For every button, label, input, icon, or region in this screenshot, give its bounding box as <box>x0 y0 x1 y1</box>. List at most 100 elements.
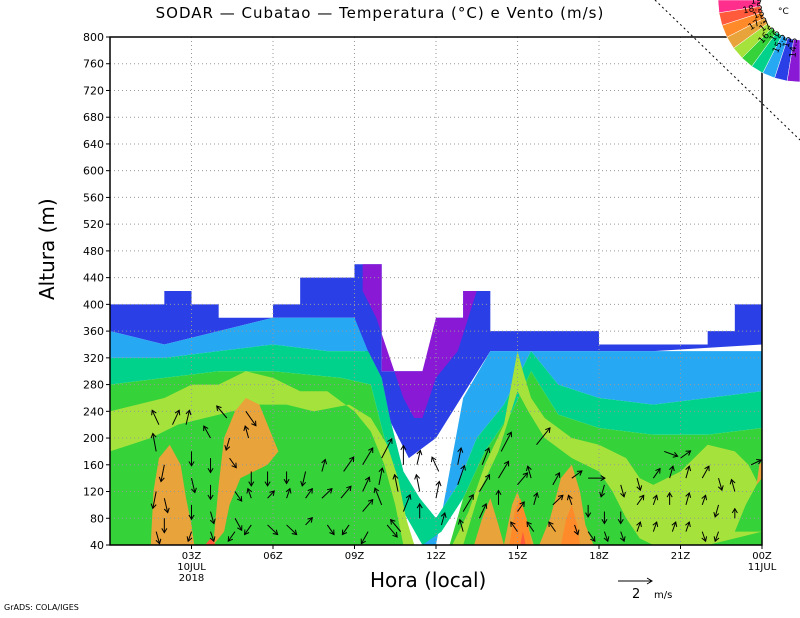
temperature-region <box>539 464 594 545</box>
y-tick-label: 760 <box>83 58 104 71</box>
wind-vector-head <box>367 498 374 505</box>
temperature-region <box>224 518 257 545</box>
wind-vector-head <box>158 476 165 483</box>
wind-vector-head <box>729 478 736 485</box>
temperature-region <box>150 444 195 545</box>
wind-vector <box>305 517 313 526</box>
temperature-region <box>474 498 504 545</box>
wind-vector <box>620 531 625 542</box>
wind-vector-head <box>460 464 466 471</box>
wind-vector-head <box>400 444 407 451</box>
wind-vector-head <box>368 447 374 453</box>
wind-vector-head <box>236 496 243 502</box>
wind-vector <box>360 531 369 544</box>
temperature-region <box>560 504 580 545</box>
wind-vector <box>479 474 490 492</box>
wind-vector <box>225 437 231 451</box>
wind-vector-head <box>188 461 195 467</box>
wind-vector-head <box>576 470 583 476</box>
wind-vector-head <box>713 536 720 543</box>
wind-vector-head <box>346 485 352 492</box>
wind-vector <box>234 518 243 531</box>
wind-vector-head <box>652 494 659 501</box>
wind-vector <box>685 492 690 506</box>
wind-vector-head <box>416 502 423 509</box>
legend-level-label: 14.5 <box>788 37 800 58</box>
wind-vector-head <box>522 472 529 478</box>
wind-vector <box>548 521 556 532</box>
wind-vector <box>571 470 583 479</box>
wind-vector-head <box>554 471 561 478</box>
wind-vector <box>386 524 398 538</box>
wind-vector-head <box>506 431 513 438</box>
legend-level-label: 15 <box>782 35 794 48</box>
wind-vector <box>600 484 605 497</box>
wind-vector <box>636 495 645 506</box>
temperature-region <box>110 344 762 545</box>
y-tick-label: 600 <box>83 165 104 178</box>
reference-vector-value: 2 <box>632 587 640 602</box>
wind-vector-head <box>174 409 181 416</box>
wind-vector <box>229 457 237 468</box>
wind-vector <box>552 494 564 506</box>
y-tick-label: 360 <box>83 325 104 338</box>
wind-vector <box>714 504 720 518</box>
wind-vector-head <box>701 536 708 543</box>
wind-vector <box>701 531 707 542</box>
y-tick-label: 400 <box>83 298 104 311</box>
wind-vector-head <box>713 511 720 518</box>
wind-vector-head <box>685 465 692 472</box>
wind-vector-head <box>283 478 290 485</box>
wind-vector-head <box>416 449 423 456</box>
y-tick-label: 160 <box>83 459 104 472</box>
legend-level-label: 18.5 <box>742 2 764 16</box>
wind-vector-head <box>151 409 157 416</box>
wind-vector-head <box>481 502 488 509</box>
wind-vector <box>267 490 275 499</box>
wind-vector-head <box>251 420 257 427</box>
y-tick-label: 280 <box>83 379 104 392</box>
temperature-region <box>734 478 762 532</box>
wind-vector <box>362 447 374 466</box>
wind-vector <box>685 466 690 479</box>
wind-vector <box>245 411 257 427</box>
wind-vector-head <box>161 528 168 534</box>
wind-vector <box>362 476 370 492</box>
wind-vector <box>481 447 490 465</box>
wind-vector <box>210 531 215 542</box>
y-tick-label: 680 <box>83 111 104 124</box>
wind-vector-head <box>387 438 393 444</box>
wind-vector <box>750 459 762 466</box>
x-tick-label: 10JUL <box>177 562 206 573</box>
y-tick-label: 240 <box>83 405 104 418</box>
wind-vector <box>431 456 440 472</box>
temperature-region <box>213 397 279 545</box>
wind-vector-head <box>188 514 195 521</box>
wind-vector-head <box>510 521 516 528</box>
wind-vector <box>374 487 383 506</box>
wind-vector-head <box>224 445 231 451</box>
wind-vector-head <box>617 519 624 525</box>
wind-vector-head <box>191 487 197 494</box>
wind-vector-head <box>163 507 170 514</box>
wind-vector-head <box>185 409 192 416</box>
wind-vector-head <box>243 425 250 432</box>
wind-vector-head <box>619 536 626 543</box>
wind-vector-head <box>227 536 234 543</box>
wind-vector <box>163 498 169 513</box>
legend-divider-line <box>654 0 800 141</box>
x-tick-label: 03Z <box>182 551 202 562</box>
wind-vector <box>244 524 252 535</box>
wind-vector-head <box>636 521 642 528</box>
wind-vector <box>343 456 355 472</box>
wind-vector <box>390 519 402 532</box>
wind-vector-head <box>360 538 366 545</box>
y-tick-label: 560 <box>83 191 104 204</box>
wind-vector <box>435 481 440 499</box>
wind-vector-head <box>503 460 510 467</box>
wind-vector-head <box>364 476 371 483</box>
wind-vector <box>321 488 333 499</box>
wind-vector-head <box>685 450 692 456</box>
wind-vector <box>603 531 609 542</box>
